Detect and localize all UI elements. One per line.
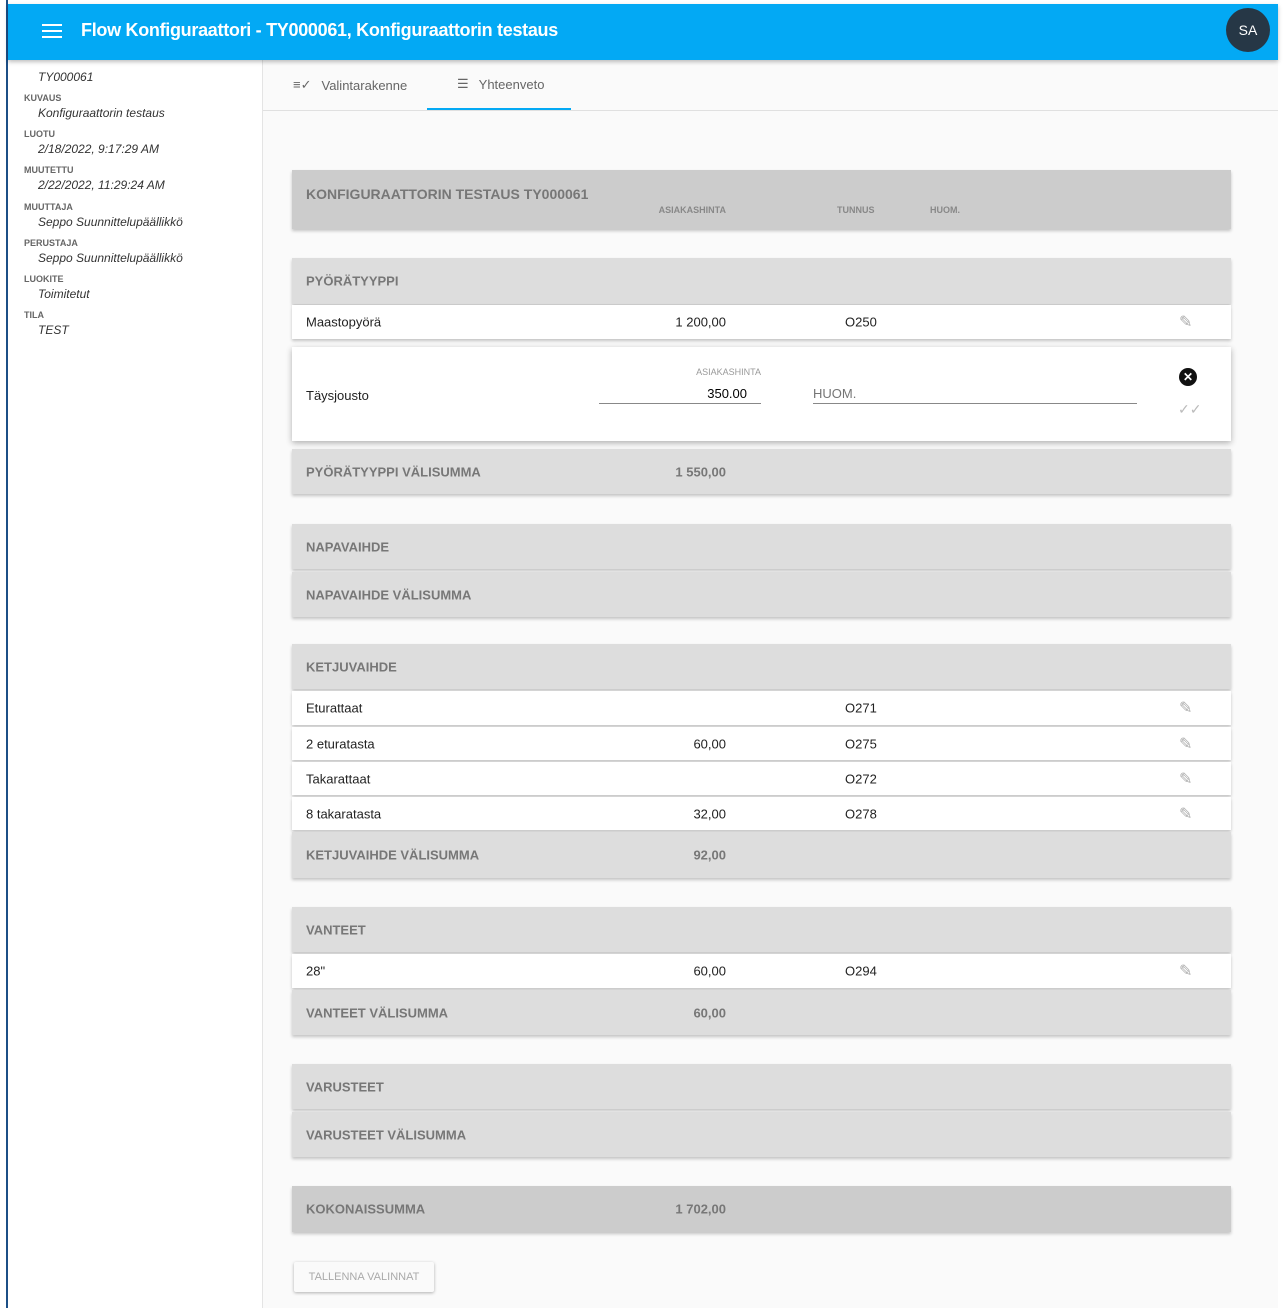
avatar[interactable]: SA: [1226, 8, 1270, 52]
edit-row: Täysjousto ASIAKASHINTA ✕ ✓✓: [292, 347, 1231, 441]
row-price: 1 200,00: [675, 314, 726, 330]
playlist-check-icon: ≡✓: [293, 77, 312, 92]
field-value: 2/22/2022, 11:29:24 AM: [38, 178, 165, 192]
subtotal-row: NAPAVAIHDE VÄLISUMMA: [292, 572, 1231, 617]
group-header: VANTEET: [292, 907, 1231, 952]
subtotal-value: 92,00: [693, 847, 726, 863]
table-row[interactable]: Takarattaat O272 ✎: [292, 762, 1231, 795]
subtotal-row: PYÖRÄTYYPPI VÄLISUMMA 1 550,00: [292, 449, 1231, 494]
subtotal-label: PYÖRÄTYYPPI VÄLISUMMA: [306, 464, 481, 479]
row-name: Täysjousto: [306, 388, 369, 403]
pencil-icon[interactable]: ✎: [1179, 314, 1193, 331]
save-button[interactable]: TALLENNA VALINNAT: [294, 1262, 434, 1292]
config-id: TY000061: [38, 70, 94, 84]
summary-title: KONFIGURAATTORIN TESTAUS TY000061: [306, 186, 589, 202]
field-value: TEST: [38, 323, 69, 337]
row-code: O278: [845, 806, 877, 821]
subtotal-label: NAPAVAIHDE VÄLISUMMA: [306, 587, 472, 602]
field-value: 2/18/2022, 9:17:29 AM: [38, 142, 159, 156]
group-header: NAPAVAIHDE: [292, 524, 1231, 569]
tab-label: Yhteenveto: [478, 76, 545, 92]
row-code: O250: [845, 314, 877, 330]
group-title: PYÖRÄTYYPPI: [306, 273, 399, 289]
row-code: O271: [845, 700, 877, 716]
group-header: PYÖRÄTYYPPI: [292, 258, 1231, 304]
sidebar: TY000061 KUVAUS Konfiguraattorin testaus…: [8, 60, 263, 1308]
field-label: TILA: [24, 310, 44, 320]
subtotal-label: VANTEET VÄLISUMMA: [306, 1005, 449, 1020]
field-value: Seppo Suunnittelupäällikkö: [38, 251, 183, 265]
field-value: Toimitetut: [38, 287, 90, 301]
price-input[interactable]: [599, 383, 761, 404]
pencil-icon[interactable]: ✎: [1179, 770, 1193, 788]
list-icon: ☰: [457, 76, 469, 91]
window-edge: [6, 0, 8, 1308]
row-price: 60,00: [693, 963, 726, 979]
total-value: 1 702,00: [675, 1201, 726, 1217]
app-title: Flow Konfiguraattori - TY000061, Konfigu…: [81, 20, 558, 40]
row-name: 28": [306, 963, 326, 979]
subtotal-row: VARUSTEET VÄLISUMMA: [292, 1112, 1231, 1157]
total-label: KOKONAISSUMMA: [306, 1201, 426, 1217]
row-code: O294: [845, 963, 877, 979]
price-field-label: ASIAKASHINTA: [696, 367, 761, 377]
row-name: 8 takaratasta: [306, 806, 382, 821]
pencil-icon[interactable]: ✎: [1179, 700, 1193, 717]
pencil-icon[interactable]: ✎: [1179, 963, 1193, 980]
app-bar: Flow Konfiguraattori - TY000061, Konfigu…: [8, 4, 1278, 60]
row-price: 60,00: [693, 736, 726, 751]
subtotal-value: 60,00: [693, 1005, 726, 1020]
column-header-price: ASIAKASHINTA: [658, 205, 726, 215]
group-header: VARUSTEET: [292, 1064, 1231, 1109]
tab-yhteenveto[interactable]: ☰ Yhteenveto: [427, 60, 571, 110]
subtotal-row: KETJUVAIHDE VÄLISUMMA 92,00: [292, 832, 1231, 878]
field-label: MUUTETTU: [24, 165, 74, 175]
table-row[interactable]: Maastopyörä 1 200,00 O250 ✎: [292, 305, 1231, 339]
group-title: VARUSTEET: [306, 1079, 384, 1094]
subtotal-value: 1 550,00: [675, 464, 726, 479]
row-code: O272: [845, 771, 877, 786]
subtotal-label: VARUSTEET VÄLISUMMA: [306, 1127, 467, 1142]
subtotal-label: KETJUVAIHDE VÄLISUMMA: [306, 847, 480, 863]
group-title: KETJUVAIHDE: [306, 659, 397, 674]
table-row[interactable]: 28" 60,00 O294 ✎: [292, 954, 1231, 988]
cancel-icon[interactable]: ✕: [1179, 368, 1197, 386]
group-title: VANTEET: [306, 922, 366, 937]
field-label: LUOKITE: [24, 274, 64, 284]
tab-bar: ≡✓ Valintarakenne ☰ Yhteenveto: [263, 60, 1278, 111]
tab-label: Valintarakenne: [321, 77, 408, 93]
menu-icon[interactable]: [42, 24, 62, 38]
total-row: KOKONAISSUMMA 1 702,00: [292, 1186, 1231, 1232]
field-label: KUVAUS: [24, 93, 62, 103]
subtotal-row: VANTEET VÄLISUMMA 60,00: [292, 990, 1231, 1035]
field-value: Seppo Suunnittelupäällikkö: [38, 215, 183, 229]
row-name: 2 eturatasta: [306, 736, 375, 751]
field-label: LUOTU: [24, 129, 55, 139]
table-row[interactable]: 8 takaratasta 32,00 O278 ✎: [292, 797, 1231, 830]
pencil-icon[interactable]: ✎: [1179, 805, 1193, 823]
column-header-code: TUNNUS: [837, 205, 875, 215]
field-label: MUUTTAJA: [24, 202, 73, 212]
done-all-icon[interactable]: ✓✓: [1178, 401, 1202, 417]
note-input[interactable]: [813, 383, 1137, 404]
pencil-icon[interactable]: ✎: [1179, 735, 1193, 753]
group-header: KETJUVAIHDE: [292, 644, 1231, 689]
table-row[interactable]: 2 eturatasta 60,00 O275 ✎: [292, 727, 1231, 760]
table-row[interactable]: Eturattaat O271 ✎: [292, 691, 1231, 725]
row-code: O275: [845, 736, 877, 751]
row-name: Takarattaat: [306, 771, 371, 786]
tab-valintarakenne[interactable]: ≡✓ Valintarakenne: [293, 60, 433, 110]
field-value: Konfiguraattorin testaus: [38, 106, 165, 120]
column-header-note: HUOM.: [930, 205, 960, 215]
group-title: NAPAVAIHDE: [306, 539, 390, 554]
row-name: Maastopyörä: [306, 314, 382, 330]
field-label: PERUSTAJA: [24, 238, 78, 248]
summary-header: KONFIGURAATTORIN TESTAUS TY000061 ASIAKA…: [292, 170, 1231, 229]
row-name: Eturattaat: [306, 700, 363, 716]
row-price: 32,00: [693, 806, 726, 821]
